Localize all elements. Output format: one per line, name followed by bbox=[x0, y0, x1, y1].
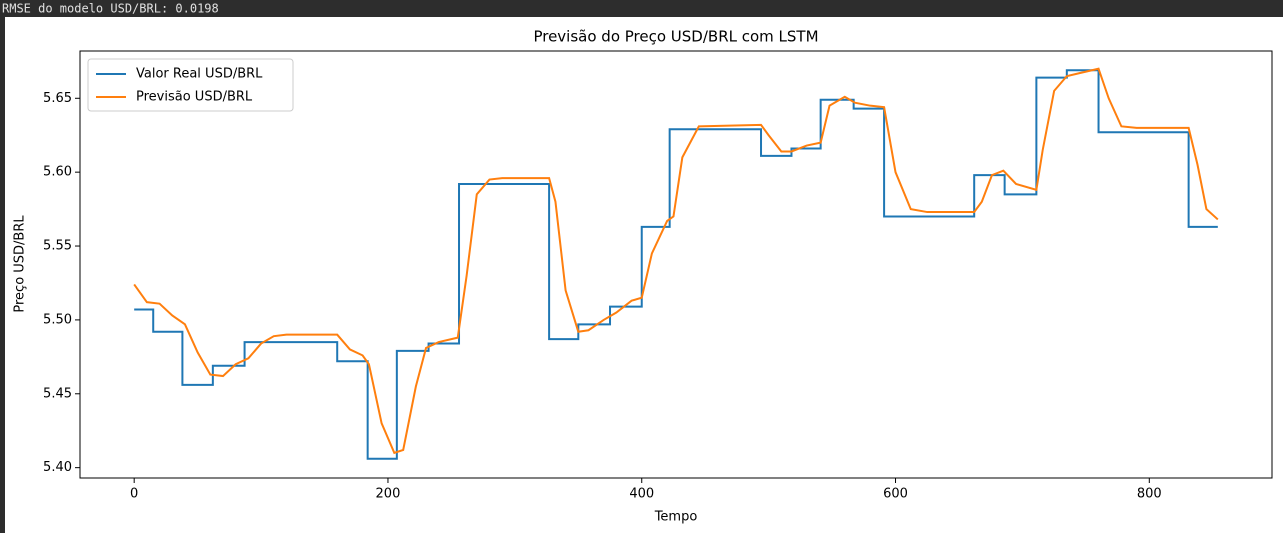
y-tick-label: 5.55 bbox=[43, 239, 72, 254]
x-tick-label: 0 bbox=[130, 487, 138, 502]
axes-frame bbox=[79, 50, 1273, 479]
left-strip bbox=[0, 17, 5, 533]
y-tick-label: 5.40 bbox=[43, 460, 72, 475]
output-text: RMSE do modelo USD/BRL: 0.0198 bbox=[2, 2, 219, 16]
legend-label: Valor Real USD/BRL bbox=[136, 67, 263, 82]
x-axis-label: Tempo bbox=[654, 510, 698, 525]
y-axis-label: Preço USD/BRL bbox=[13, 215, 28, 313]
legend-label: Previsão USD/BRL bbox=[136, 90, 253, 105]
chart-title: Previsão do Preço USD/BRL com LSTM bbox=[533, 28, 818, 46]
data-line bbox=[133, 67, 1219, 455]
output-bar bbox=[0, 0, 1283, 17]
x-tick-label: 200 bbox=[376, 487, 401, 502]
x-tick-label: 800 bbox=[1137, 487, 1162, 502]
y-tick-label: 5.65 bbox=[43, 91, 72, 106]
x-tick-label: 400 bbox=[629, 487, 654, 502]
y-tick-label: 5.45 bbox=[43, 386, 72, 401]
x-tick-label: 600 bbox=[883, 487, 908, 502]
legend-box bbox=[87, 58, 294, 112]
y-tick-label: 5.50 bbox=[43, 312, 72, 327]
y-tick-label: 5.60 bbox=[43, 165, 72, 180]
data-line bbox=[134, 69, 1218, 460]
